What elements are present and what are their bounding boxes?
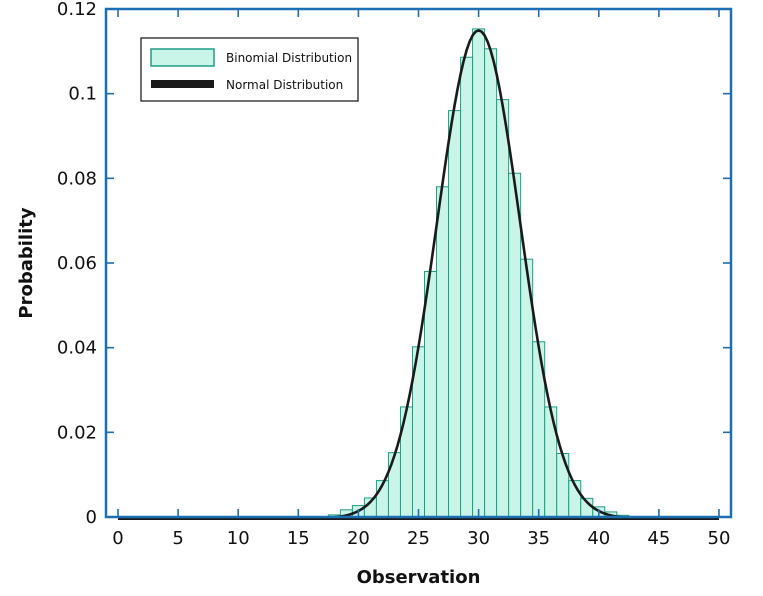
bar	[556, 453, 570, 518]
y-tick-label: 0.12	[57, 0, 97, 20]
legend: Binomial Distribution Normal Distributio…	[140, 37, 359, 102]
bar	[496, 99, 510, 518]
x-tick-label: 25	[407, 528, 430, 549]
y-axis-title: Probability	[16, 207, 37, 318]
x-tick-label: 35	[527, 528, 550, 549]
bar	[508, 172, 522, 518]
legend-swatch-binomial	[150, 48, 215, 67]
y-tick-label: 0.06	[57, 253, 97, 274]
x-tick-label: 0	[112, 528, 123, 549]
x-tick-label: 30	[467, 528, 490, 549]
y-tick-label: 0.08	[57, 168, 97, 189]
bar	[472, 28, 486, 518]
bar	[460, 56, 474, 518]
legend-label-normal: Normal Distribution	[226, 78, 343, 92]
legend-label-binomial: Binomial Distribution	[226, 51, 352, 65]
y-tick-label: 0.1	[68, 84, 97, 105]
legend-swatch-normal	[151, 80, 214, 88]
x-tick-labels: 0 5 10 15 20 25 30 35 40 45 50	[112, 528, 730, 549]
x-tick-label: 5	[172, 528, 183, 549]
x-tick-label: 20	[347, 528, 370, 549]
x-tick-label: 50	[708, 528, 731, 549]
bar	[484, 48, 498, 518]
bar	[436, 186, 450, 518]
x-tick-label: 15	[287, 528, 310, 549]
x-tick-label: 10	[227, 528, 250, 549]
x-axis-title: Observation	[357, 567, 481, 588]
bar	[448, 110, 462, 518]
x-tick-label: 40	[587, 528, 610, 549]
y-tick-labels: 0 0.02 0.04 0.06 0.08 0.1 0.12	[57, 0, 97, 528]
binomial-bars	[327, 28, 630, 518]
y-tick-label: 0.02	[57, 422, 97, 443]
y-tick-label: 0.04	[57, 338, 97, 359]
y-tick-label: 0	[86, 507, 97, 528]
axis-ticks	[106, 8, 731, 518]
x-tick-label: 45	[647, 528, 670, 549]
bar	[387, 452, 401, 518]
bar	[424, 270, 438, 518]
